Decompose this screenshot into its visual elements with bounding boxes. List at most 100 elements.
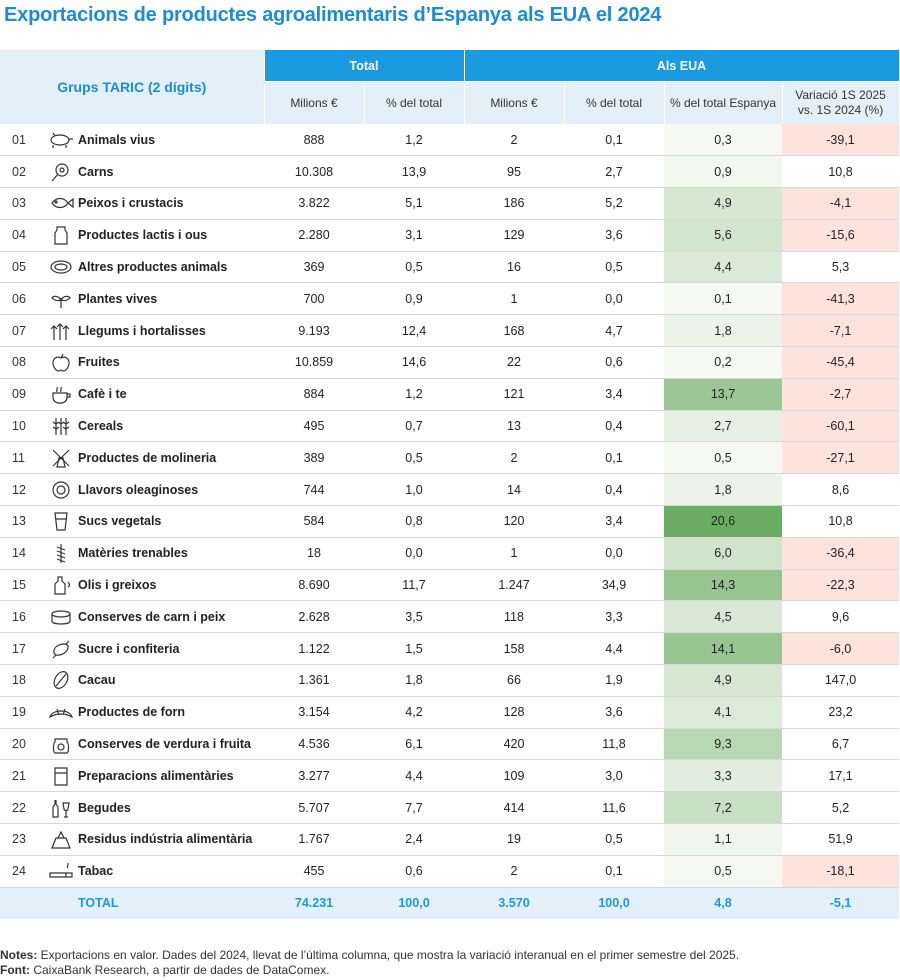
- table-row: 10 Cereals 495 0,7 13 0,4 2,7 -60,1: [0, 410, 900, 443]
- row-code: 01: [0, 124, 44, 157]
- row-total-pct: 13,9: [364, 155, 464, 189]
- row-eua-milions: 14: [464, 473, 564, 507]
- row-total-pct: 0,0: [364, 537, 464, 570]
- row-total-milions: 10.308: [264, 155, 364, 189]
- row-variacio: 10,8: [782, 155, 900, 189]
- row-eua-milions: 19: [464, 823, 564, 856]
- row-name: Plantes vives: [78, 282, 264, 316]
- table-row: 11 Productes de molineria 389 0,5 2 0,1 0,5 -27…: [0, 441, 900, 475]
- row-code: 11: [0, 441, 44, 475]
- row-variacio: -15,6: [782, 219, 900, 252]
- row-eua-pct: 11,6: [564, 791, 664, 825]
- table-row: 20 Conserves de verdura i fruita 4.536 6,1 4…: [0, 728, 900, 761]
- row-name: Productes lactis i ous: [78, 219, 264, 252]
- row-variacio: 9,6: [782, 600, 900, 634]
- row-total-pct: 4,4: [364, 759, 464, 793]
- table-row: 04 Productes lactis i ous 2.280 3,1 129 3,6 5,…: [0, 219, 900, 252]
- coffee-icon: [47, 383, 75, 405]
- table-row: 19 Productes de forn 3.154 4,2 128 3,6 4,1 23,2: [0, 696, 900, 729]
- row-eua-milions: 186: [464, 187, 564, 220]
- total-pct-espanya: 4,8: [664, 887, 782, 919]
- row-pct-espanya: 0,5: [664, 855, 782, 888]
- row-eua-milions: 121: [464, 378, 564, 411]
- row-eua-pct: 5,2: [564, 187, 664, 220]
- header-eua-pct: % del total: [564, 81, 665, 124]
- croissant-icon: [47, 701, 75, 723]
- meat-icon: [47, 161, 75, 183]
- row-name: Cereals: [78, 410, 264, 443]
- row-total-milions: 1.767: [264, 823, 364, 856]
- apple-icon: [47, 351, 75, 373]
- row-pct-espanya: 0,9: [664, 155, 782, 189]
- row-eua-pct: 4,7: [564, 314, 664, 348]
- row-name: Productes de molineria: [78, 441, 264, 475]
- row-eua-pct: 3,6: [564, 696, 664, 729]
- table-row: 22 Begudes 5.707 7,7 414 11,6 7,2 5,2: [0, 791, 900, 825]
- row-variacio: -39,1: [782, 124, 900, 157]
- row-name: Altres productes animals: [78, 251, 264, 284]
- row-eua-pct: 0,1: [564, 124, 664, 157]
- fish-icon: [47, 192, 75, 214]
- table-row: 23 Residus indústria alimentària 1.767 2,4 1…: [0, 823, 900, 856]
- row-total-pct: 1,8: [364, 664, 464, 697]
- row-eua-milions: 22: [464, 346, 564, 379]
- row-total-pct: 1,2: [364, 378, 464, 411]
- table-row: 24 Tabac 455 0,6 2 0,1 0,5 -18,1: [0, 855, 900, 888]
- row-pct-espanya: 0,3: [664, 124, 782, 157]
- total-eua-pct: 100,0: [564, 887, 664, 919]
- row-eua-milions: 420: [464, 728, 564, 761]
- row-variacio: 10,8: [782, 505, 900, 538]
- row-code: 15: [0, 569, 44, 602]
- row-pct-espanya: 3,3: [664, 759, 782, 793]
- row-eua-pct: 0,5: [564, 823, 664, 856]
- row-total-milions: 3.822: [264, 187, 364, 220]
- row-variacio: -41,3: [782, 282, 900, 316]
- row-pct-espanya: 14,1: [664, 632, 782, 666]
- total-label: TOTAL: [78, 887, 264, 919]
- row-eua-pct: 3,0: [564, 759, 664, 793]
- row-eua-milions: 95: [464, 155, 564, 189]
- source-line: Font: CaixaBank Research, a partir de da…: [0, 963, 330, 977]
- row-variacio: 17,1: [782, 759, 900, 793]
- row-total-pct: 12,4: [364, 314, 464, 348]
- row-variacio: 5,3: [782, 251, 900, 284]
- table-row: 16 Conserves de carn i peix 2.628 3,5 118 3,3…: [0, 600, 900, 634]
- footnotes: Notes: Exportacions en valor. Dades del …: [0, 948, 739, 978]
- row-variacio: -45,4: [782, 346, 900, 379]
- row-variacio: -6,0: [782, 632, 900, 666]
- row-variacio: -60,1: [782, 410, 900, 443]
- braid-icon: [47, 542, 75, 564]
- row-eua-milions: 129: [464, 219, 564, 252]
- row-pct-espanya: 20,6: [664, 505, 782, 538]
- row-variacio: -4,1: [782, 187, 900, 220]
- row-pct-espanya: 4,1: [664, 696, 782, 729]
- header-variacio: Variació 1S 2025 vs. 1S 2024 (%): [782, 81, 900, 124]
- row-eua-milions: 2: [464, 124, 564, 157]
- sunflower-icon: [47, 479, 75, 501]
- header-group: Grups TARIC (2 dígits): [0, 50, 265, 124]
- row-total-pct: 4,2: [364, 696, 464, 729]
- table-row: 07 Llegums i hortalisses 9.193 12,4 168 4,7 1,…: [0, 314, 900, 348]
- row-name: Carns: [78, 155, 264, 189]
- row-eua-pct: 0,1: [564, 855, 664, 888]
- row-pct-espanya: 7,2: [664, 791, 782, 825]
- row-code: 05: [0, 251, 44, 284]
- row-total-milions: 4.536: [264, 728, 364, 761]
- row-eua-milions: 13: [464, 410, 564, 443]
- row-code: 19: [0, 696, 44, 729]
- row-eua-milions: 2: [464, 855, 564, 888]
- row-total-pct: 11,7: [364, 569, 464, 602]
- table-row: 09 Cafè i te 884 1,2 121 3,4 13,7 -2,7: [0, 378, 900, 411]
- row-total-milions: 10.859: [264, 346, 364, 379]
- row-eua-pct: 2,7: [564, 155, 664, 189]
- row-pct-espanya: 6,0: [664, 537, 782, 570]
- row-pct-espanya: 4,4: [664, 251, 782, 284]
- row-total-milions: 700: [264, 282, 364, 316]
- mill-icon: [47, 447, 75, 469]
- row-total-milions: 2.280: [264, 219, 364, 252]
- row-total-pct: 1,5: [364, 632, 464, 666]
- row-code: 13: [0, 505, 44, 538]
- header-total-milions: Milions €: [264, 81, 365, 124]
- row-pct-espanya: 4,9: [664, 664, 782, 697]
- cocoa-icon: [47, 669, 75, 691]
